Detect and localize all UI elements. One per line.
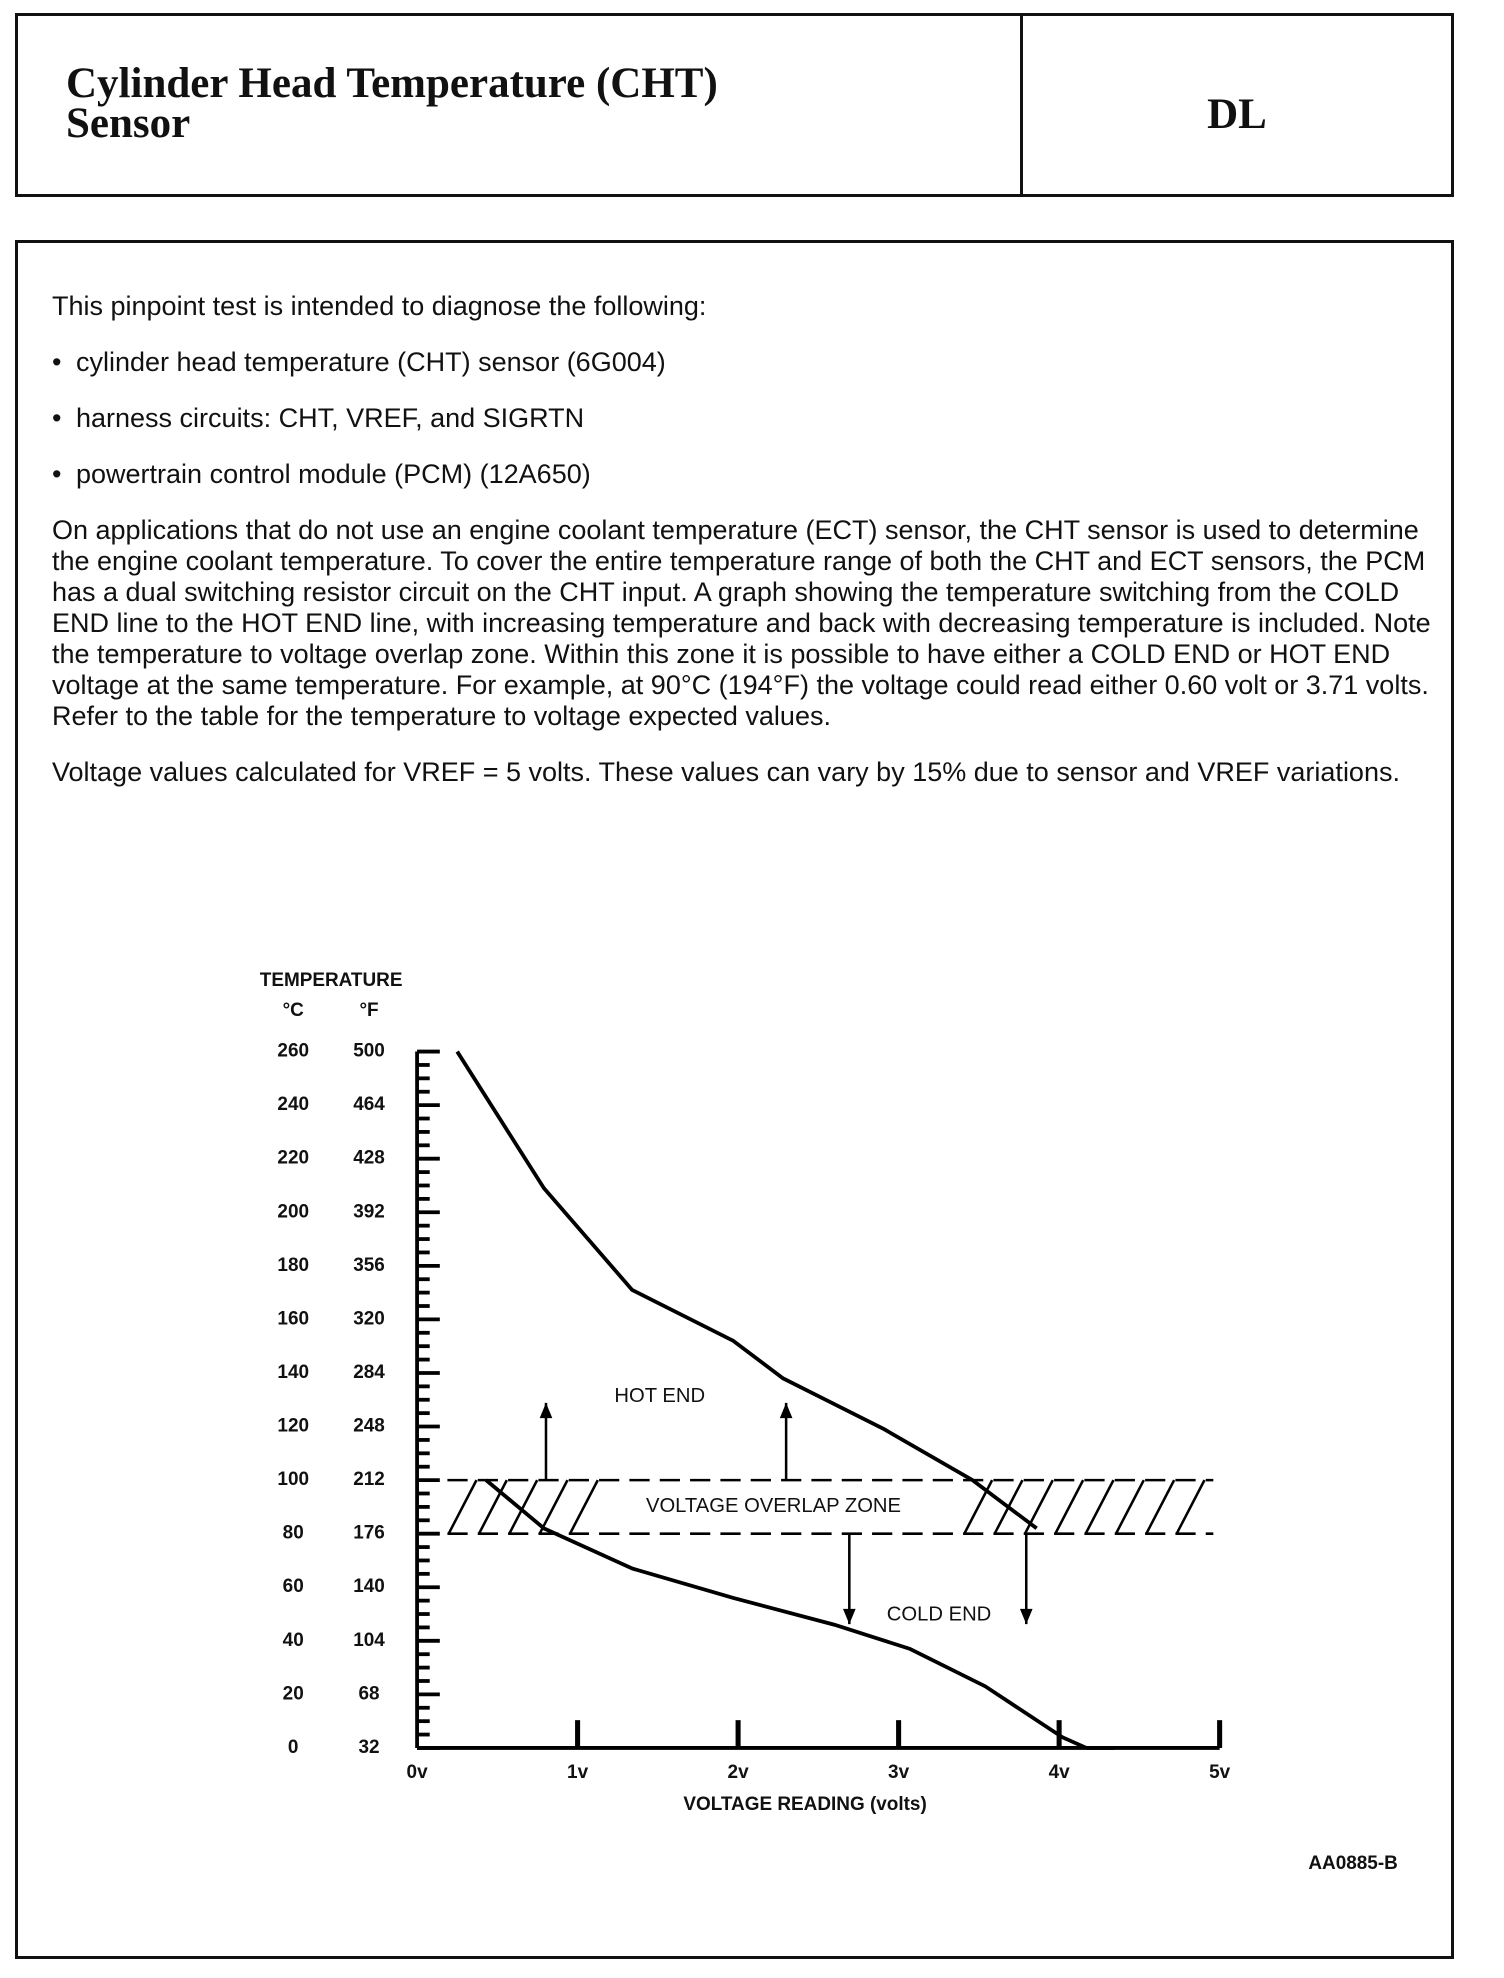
y-tick-label: 140 [277, 1362, 309, 1383]
paragraph: On applications that do not use an engin… [52, 515, 1431, 731]
y-tick-label: 20 [283, 1683, 304, 1704]
y2-tick-label: 176 [353, 1523, 385, 1544]
zone-label: VOLTAGE OVERLAP ZONE [646, 1495, 901, 1517]
hatch [963, 1479, 994, 1535]
x-tick-label: 0v [407, 1762, 429, 1783]
bullet-text: harness circuits: CHT, VREF, and SIGRTN [76, 403, 585, 433]
y-tick-label: 260 [277, 1041, 309, 1062]
arrow-head [1019, 1608, 1033, 1625]
y2-tick-label: 212 [353, 1469, 385, 1490]
y-axis-title: TEMPERATURE [260, 970, 403, 991]
y-tick-label: 100 [277, 1469, 309, 1490]
bullet-list: cylinder head temperature (CHT) sensor (… [52, 347, 1432, 490]
bullet-text: powertrain control module (PCM) (12A650) [76, 459, 591, 489]
content-box: This pinpoint test is intended to diagno… [15, 240, 1454, 1959]
hatch [447, 1479, 478, 1535]
y-tick-label: 80 [283, 1523, 304, 1544]
y2-unit: °F [359, 1000, 378, 1021]
hatch [1023, 1479, 1054, 1535]
arrow-head [842, 1608, 856, 1625]
series-label: COLD END [887, 1604, 991, 1626]
bullet: cylinder head temperature (CHT) sensor (… [52, 347, 1432, 378]
y2-tick-label: 356 [353, 1255, 385, 1276]
x-tick-label: 3v [888, 1762, 910, 1783]
hatch [477, 1479, 508, 1535]
y-tick-label: 120 [277, 1416, 309, 1437]
y2-tick-label: 140 [353, 1576, 385, 1597]
body-text: This pinpoint test is intended to diagno… [52, 291, 1432, 813]
y2-tick-label: 320 [353, 1308, 385, 1329]
arrow-head [539, 1402, 553, 1419]
header: Cylinder Head Temperature (CHT) Sensor DL [15, 13, 1454, 197]
y2-tick-label: 428 [353, 1148, 385, 1169]
section-code: DL [1207, 91, 1267, 138]
x-tick-label: 1v [567, 1762, 589, 1783]
hatch [1054, 1479, 1085, 1535]
paragraph: Voltage values calculated for VREF = 5 v… [52, 757, 1400, 787]
y2-tick-label: 284 [353, 1362, 385, 1383]
title-line: Cylinder Head Temperature (CHT) [66, 60, 718, 107]
x-tick-label: 5v [1209, 1762, 1231, 1783]
y-tick-label: 60 [283, 1576, 304, 1597]
hatch [508, 1479, 539, 1535]
x-tick-label: 4v [1049, 1762, 1071, 1783]
hatch [568, 1479, 599, 1535]
series-label: HOT END [614, 1385, 705, 1407]
hatch [538, 1479, 569, 1535]
x-axis-title: VOLTAGE READING (volts) [683, 1794, 926, 1815]
y2-tick-label: 32 [359, 1737, 380, 1758]
bullet: powertrain control module (PCM) (12A650) [52, 459, 1432, 490]
curve [455, 1050, 1038, 1530]
y2-tick-label: 500 [353, 1041, 385, 1062]
arrow-head [779, 1402, 793, 1419]
figure-id: AA0885-B [1308, 1853, 1397, 1874]
intro: This pinpoint test is intended to diagno… [52, 291, 707, 321]
y-tick-label: 40 [283, 1630, 304, 1651]
bullet-text: cylinder head temperature (CHT) sensor (… [76, 347, 666, 377]
hatch [1175, 1479, 1206, 1535]
y-tick-label: 0 [288, 1737, 299, 1758]
y-tick-label: 200 [277, 1201, 309, 1222]
y2-tick-label: 392 [353, 1201, 385, 1222]
y2-tick-label: 68 [359, 1683, 380, 1704]
y-unit: °C [283, 1000, 305, 1021]
title: Cylinder Head Temperature (CHT) Sensor [66, 62, 718, 147]
title-line: Sensor [66, 100, 191, 147]
hatch [1084, 1479, 1115, 1535]
bullet: harness circuits: CHT, VREF, and SIGRTN [52, 403, 1432, 434]
y-tick-label: 180 [277, 1255, 309, 1276]
x-tick-label: 2v [728, 1762, 750, 1783]
y2-tick-label: 104 [353, 1630, 385, 1651]
y2-tick-label: 464 [353, 1094, 385, 1115]
hatch [1145, 1479, 1176, 1535]
curve [484, 1478, 1088, 1750]
y-tick-label: 240 [277, 1094, 309, 1115]
y-tick-label: 160 [277, 1308, 309, 1329]
hatch [1114, 1479, 1145, 1535]
divider [1020, 16, 1023, 194]
y2-tick-label: 248 [353, 1416, 385, 1437]
y-tick-label: 220 [277, 1148, 309, 1169]
